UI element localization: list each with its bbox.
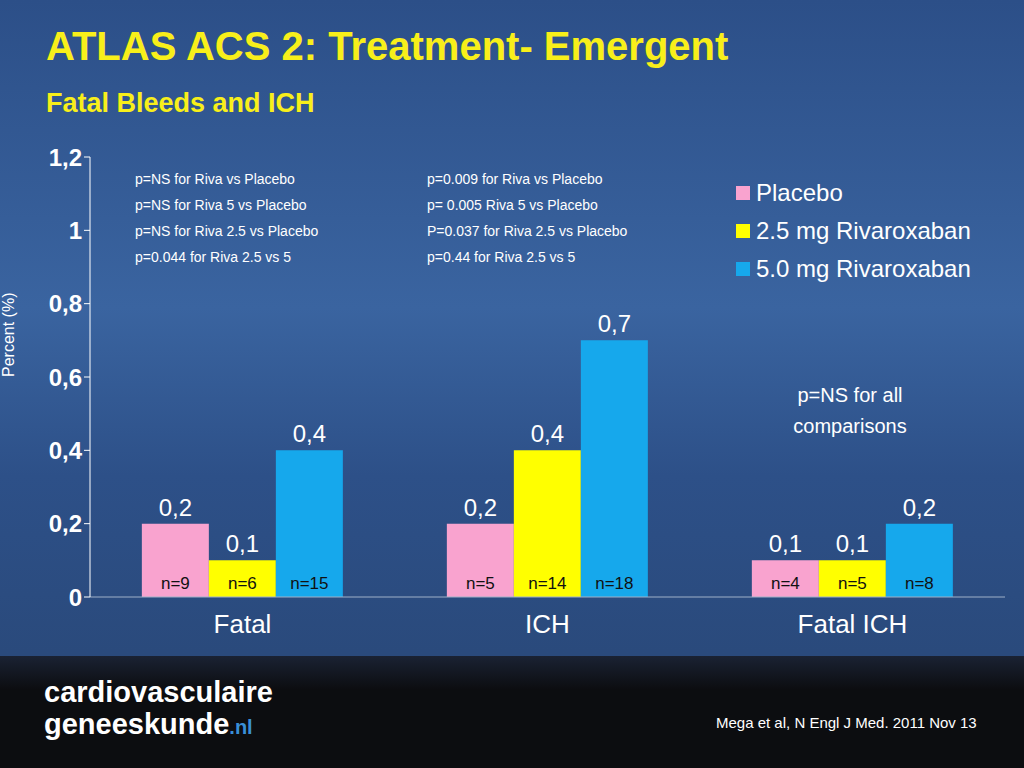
html-text:p=0.044 for Riva 2.5 vs 5: p=0.044 for Riva 2.5 vs 5 — [135, 249, 291, 265]
html-text:P=0.037 for Riva 2.5 vs Placeb: P=0.037 for Riva 2.5 vs Placebo — [427, 223, 628, 239]
html-text:5.0 mg Rivaroxaban: 5.0 mg Rivaroxaban — [756, 255, 971, 282]
svg-text:0,2: 0,2 — [903, 494, 936, 521]
svg-text:n=6: n=6 — [228, 574, 257, 593]
html-text:p=0.44 for Riva 2.5 vs 5: p=0.44 for Riva 2.5 vs 5 — [427, 249, 576, 265]
svg-text:0,4: 0,4 — [293, 420, 326, 447]
svg-text:1,2: 1,2 — [49, 144, 82, 171]
svg-text:ICH: ICH — [525, 609, 570, 639]
svg-text:0,7: 0,7 — [598, 310, 631, 337]
svg-text:n=5: n=5 — [466, 574, 495, 593]
svg-text:n=8: n=8 — [905, 574, 934, 593]
svg-text:0,2: 0,2 — [159, 494, 192, 521]
html-text:Fatal Bleeds and ICH: Fatal Bleeds and ICH — [46, 88, 315, 118]
svg-text:1: 1 — [69, 217, 82, 244]
svg-text:0,1: 0,1 — [226, 530, 259, 557]
svg-text:0,1: 0,1 — [836, 530, 869, 557]
svg-text:0,8: 0,8 — [49, 290, 82, 317]
svg-text:n=15: n=15 — [290, 574, 328, 593]
svg-text:0,1: 0,1 — [769, 530, 802, 557]
html-text:Placebo: Placebo — [756, 179, 843, 206]
svg-text:n=5: n=5 — [838, 574, 867, 593]
html-text:ATLAS ACS 2: Treatment- Emerge: ATLAS ACS 2: Treatment- Emergent — [46, 24, 729, 68]
html-text:geneeskunde.nl: geneeskunde.nl — [44, 708, 253, 740]
html-text:cardiovasculaire: cardiovasculaire — [44, 676, 273, 708]
html-text:p= 0.005 Riva 5 vs Placebo: p= 0.005 Riva 5 vs Placebo — [427, 197, 598, 213]
svg-text:n=9: n=9 — [161, 574, 190, 593]
svg-text:0,2: 0,2 — [464, 494, 497, 521]
svg-text:n=18: n=18 — [595, 574, 633, 593]
svg-text:0,4: 0,4 — [531, 420, 564, 447]
html-text:Mega et al, N Engl J Med. 2011: Mega et al, N Engl J Med. 2011 Nov 13 — [716, 714, 977, 731]
svg-text:0,2: 0,2 — [49, 510, 82, 537]
svg-text:0,4: 0,4 — [49, 437, 83, 464]
html-text:p=NS for Riva 2.5 vs Placebo: p=NS for Riva 2.5 vs Placebo — [135, 223, 319, 239]
svg-text:n=4: n=4 — [771, 574, 800, 593]
html-text:p=NS for all comparisons: p=NS for all comparisons — [793, 384, 907, 437]
svg-text:Fatal: Fatal — [214, 609, 272, 639]
svg-text:Fatal ICH: Fatal ICH — [798, 609, 908, 639]
svg-text:0,6: 0,6 — [49, 364, 82, 391]
svg-text:Percent (%): Percent (%) — [8, 293, 17, 377]
html-text:p=0.009 for Riva vs Placebo: p=0.009 for Riva vs Placebo — [427, 171, 603, 187]
html-text:p=NS for Riva vs Placebo: p=NS for Riva vs Placebo — [135, 171, 295, 187]
html-text:2.5 mg Rivaroxaban: 2.5 mg Rivaroxaban — [756, 217, 971, 244]
svg-text:n=14: n=14 — [528, 574, 566, 593]
svg-text:0: 0 — [69, 584, 82, 611]
html-text:p=NS for Riva 5 vs Placebo: p=NS for Riva 5 vs Placebo — [135, 197, 307, 213]
